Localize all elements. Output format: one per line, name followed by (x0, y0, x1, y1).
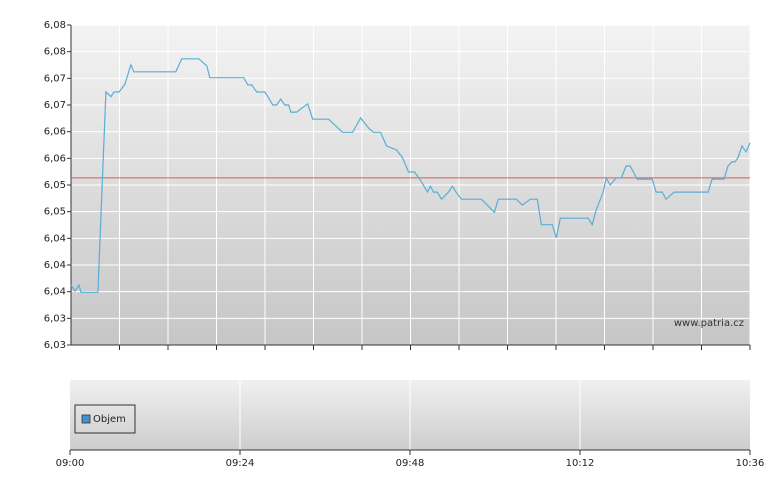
legend-label: Objem (93, 414, 126, 425)
x-tick-label: 10:36 (736, 458, 765, 469)
y-tick-label: 6,04 (44, 260, 66, 271)
legend-box (74, 404, 136, 434)
y-tick-label: 6,08 (44, 20, 66, 31)
y-tick-label: 6,06 (44, 153, 66, 164)
y-tick-label: 6,07 (44, 100, 66, 111)
x-tick-label: 09:00 (56, 458, 85, 469)
y-tick-label: 6,03 (44, 313, 66, 324)
y-tick-label: 6,06 (44, 127, 66, 138)
y-tick-label: 6,05 (44, 180, 66, 191)
x-tick-label: 09:48 (396, 458, 425, 469)
y-tick-label: 6,04 (44, 287, 66, 298)
y-tick-label: 6,05 (44, 207, 66, 218)
y-tick-label: 6,07 (44, 73, 66, 84)
watermark: www.patria.cz (674, 318, 744, 329)
y-tick-label: 6,03 (44, 340, 66, 351)
y-tick-label: 6,08 (44, 47, 66, 58)
x-tick-label: 10:12 (566, 458, 595, 469)
price-line (70, 58, 751, 293)
y-tick-label: 6,04 (44, 233, 66, 244)
x-tick-label: 09:24 (226, 458, 255, 469)
legend-swatch (81, 414, 91, 424)
